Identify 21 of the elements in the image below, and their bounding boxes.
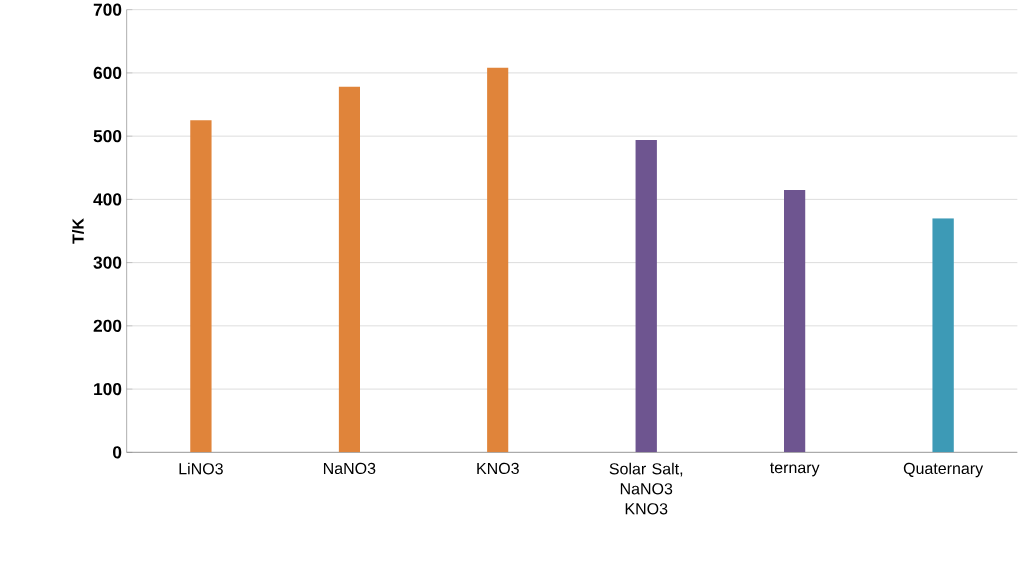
x-tick-label: Solar Salt, NaNO3 KNO3: [609, 462, 683, 515]
x-tick-label: LiNO3: [179, 462, 223, 475]
bar: [784, 189, 806, 453]
bar: [932, 218, 954, 453]
y-tick-label: 500: [93, 130, 122, 143]
x-tick-label: Quaternary: [903, 462, 984, 478]
y-tick-label: 600: [93, 66, 122, 80]
y-tick-label: 400: [93, 193, 122, 206]
x-tick-label: ternary: [770, 462, 820, 477]
y-tick-label: 300: [93, 256, 122, 269]
y-tick-label: 200: [93, 319, 122, 332]
x-tick-label: KNO3: [477, 462, 519, 475]
y-tick-label: 100: [94, 382, 122, 396]
bar: [635, 139, 657, 453]
y-axis-title: T/K: [71, 218, 84, 244]
y-tick-label: 700: [93, 3, 122, 16]
bar: [338, 86, 360, 453]
bar: [487, 67, 509, 453]
bar: [190, 120, 212, 453]
x-tick-label: NaNO3: [323, 462, 376, 475]
y-tick-label: 0: [113, 446, 122, 459]
